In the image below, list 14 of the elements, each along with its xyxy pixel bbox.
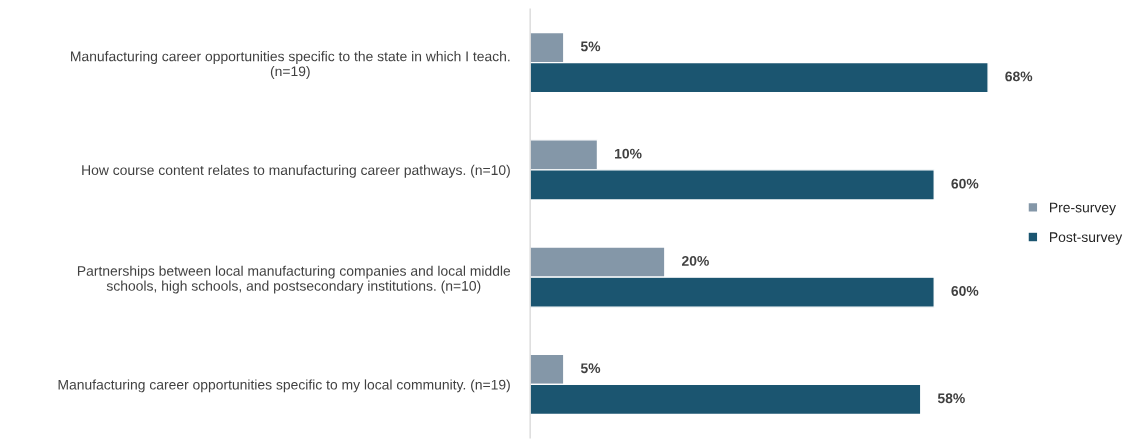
data-label: 60%	[951, 178, 979, 189]
legend-label: Pre-survey	[1050, 202, 1116, 216]
y-tick-label: How course content relates to manufacturing career pathways. (n=10)	[82, 164, 510, 178]
data-label: 20%	[681, 256, 709, 266]
data-label: 60%	[951, 286, 979, 296]
data-label: 5%	[580, 363, 601, 374]
legend-label: Post-survey	[1050, 232, 1123, 245]
data-label: 68%	[1005, 71, 1033, 82]
data-label: 58%	[937, 393, 965, 404]
y-tick-label: Manufacturing career opportunities specific to my local community. (n=19)	[58, 379, 510, 393]
data-label: 10%	[615, 148, 642, 159]
y-tick-label: Manufacturing career opportunities specific to the state in which I teach. (n=19)	[71, 51, 510, 79]
y-tick-label: Partnerships between local manufacturing companies and local middle schools, high schools, and postsecondary institutions. (n=10)	[77, 265, 511, 294]
data-label: 5%	[580, 41, 601, 52]
